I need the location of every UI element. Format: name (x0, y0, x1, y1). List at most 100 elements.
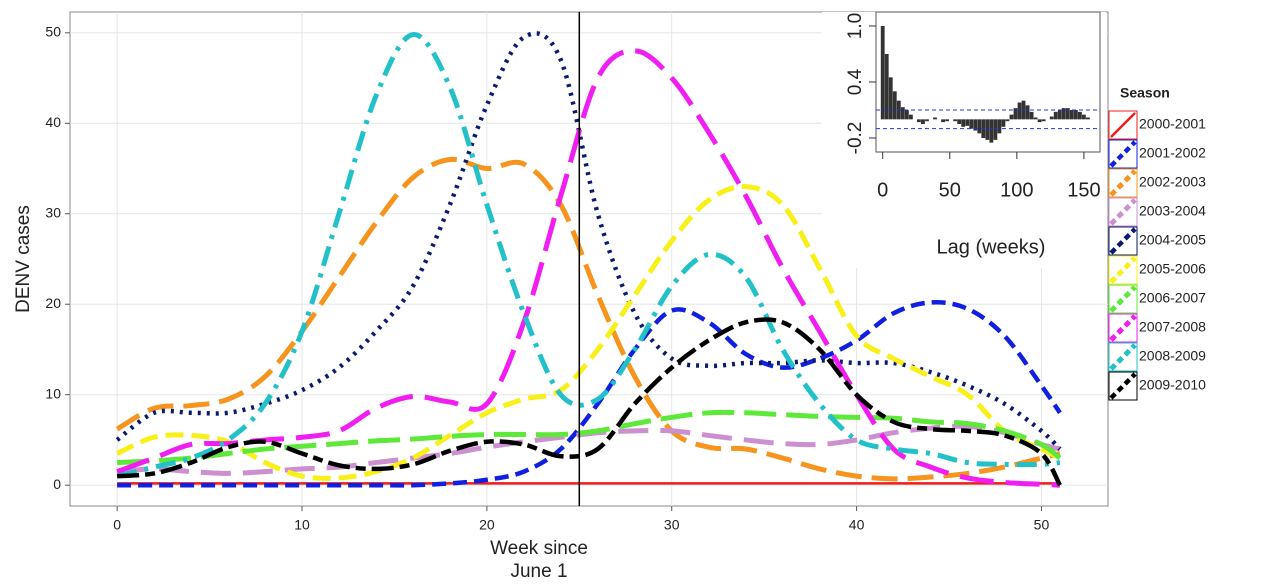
acf-bar (1029, 111, 1034, 120)
inset-x-tick-label: 50 (939, 179, 961, 201)
x-tick-label: 20 (479, 517, 495, 533)
acf-bar (997, 119, 1002, 134)
legend-swatch (1109, 169, 1137, 197)
legend-swatch (1109, 314, 1137, 342)
series-line (116, 32, 1061, 479)
legend-swatch (1109, 285, 1137, 313)
x-tick-label: 30 (664, 517, 680, 533)
y-tick-label: 0 (53, 476, 61, 492)
series-lines (115, 12, 1062, 506)
y-tick-label: 50 (45, 24, 61, 40)
legend-label: 2009-2010 (1139, 377, 1206, 393)
legend: Season 2000-2001 2001-2002 2002-2003 2003-20… (1108, 85, 1206, 401)
acf-bar (892, 91, 897, 120)
acf-bar (888, 77, 893, 120)
acf-bar (941, 119, 945, 123)
acf-bar (1061, 108, 1066, 120)
series-line (116, 317, 1062, 487)
acf-bar (1053, 111, 1058, 120)
acf-bar (953, 119, 958, 122)
acf-bar (1009, 114, 1014, 120)
legend-label: 2007-2008 (1139, 319, 1206, 335)
axes: 0 10 20 30 40 50 0 10 20 30 40 50 DENV cases Week sin… (13, 24, 1049, 583)
legend-label: 2000-2001 (1139, 116, 1206, 132)
acf-bar (945, 119, 950, 122)
acf-bar (1069, 110, 1074, 120)
acf-bar (908, 114, 913, 120)
acf-bar (1033, 117, 1038, 120)
series-line (115, 31, 1062, 451)
acf-bar (985, 119, 990, 140)
acf-bar (973, 119, 978, 131)
x-axis-title: Week since (490, 538, 588, 559)
acf-bar (1001, 119, 1006, 127)
inset-x-tick-label: 150 (1067, 179, 1100, 201)
legend-swatch (1109, 140, 1137, 168)
y-tick-label: 40 (45, 114, 61, 130)
series-line (116, 184, 1062, 481)
series-line (117, 409, 1062, 466)
inset-y-tick-label: -0.2 (845, 122, 866, 155)
acf-bar (925, 119, 929, 122)
legend-swatch (1109, 372, 1137, 400)
inset-y-tick-label: 1.0 (845, 13, 866, 39)
acf-bar (969, 119, 974, 129)
x-tick-label: 0 (113, 517, 121, 533)
series-line (117, 300, 1062, 488)
legend-label: 2005-2006 (1139, 261, 1206, 277)
acf-bar (884, 54, 889, 120)
acf-bar (957, 119, 962, 124)
acf-bar (1017, 102, 1022, 120)
inset-x-tick-label: 0 (877, 179, 888, 201)
acf-bar (989, 119, 994, 143)
acf-bar (993, 119, 998, 140)
legend-swatch (1109, 343, 1137, 371)
acf-bar (965, 119, 970, 126)
legend-title: Season (1120, 85, 1170, 101)
acf-bar (1065, 108, 1070, 120)
legend-swatch (1109, 256, 1137, 284)
acf-bar (1025, 105, 1030, 120)
legend-label: 2002-2003 (1139, 174, 1206, 190)
y-axis-title: DENV cases (13, 205, 34, 313)
acf-bar (1013, 108, 1018, 120)
acf-bar (1049, 116, 1054, 120)
legend-label: 2008-2009 (1139, 348, 1206, 364)
acf-bar (1037, 119, 1042, 123)
acf-bar (1086, 117, 1090, 120)
y-tick-label: 10 (45, 385, 61, 401)
x-axis-title: June 1 (510, 561, 567, 582)
legend-label: 2001-2002 (1139, 145, 1206, 161)
acf-bar (933, 117, 937, 120)
acf-bar (880, 26, 885, 120)
inset-x-tick-label: 100 (1000, 179, 1033, 201)
acf-bar (1041, 119, 1046, 122)
acf-bar (961, 119, 966, 127)
acf-bar (1057, 110, 1062, 120)
acf-bar (977, 119, 982, 134)
acf-bar (904, 110, 909, 120)
legend-label: 2003-2004 (1139, 203, 1206, 219)
legend-label: 2004-2005 (1139, 232, 1206, 248)
x-tick-label: 40 (849, 517, 865, 533)
acf-bar (917, 119, 921, 123)
acf-bar (1081, 114, 1086, 120)
acf-bar (1077, 111, 1082, 120)
y-tick-label: 30 (45, 204, 61, 220)
acf-bar (921, 119, 925, 124)
inset-y-tick-label: 0.4 (845, 68, 866, 95)
x-tick-label: 50 (1034, 517, 1050, 533)
inset-x-title: Lag (weeks) (937, 236, 1046, 258)
series-line (115, 156, 1061, 482)
legend-label: 2006-2007 (1139, 290, 1206, 306)
inset: 0 50 100 150 -0.2 0.4 1.0 Lag (weeks) (845, 11, 1101, 258)
legend-swatch (1110, 112, 1136, 138)
acf-bar (1005, 119, 1010, 122)
y-tick-label: 20 (45, 295, 61, 311)
legend-swatch (1109, 198, 1137, 226)
acf-bar (1073, 110, 1078, 120)
x-tick-label: 10 (294, 517, 310, 533)
legend-swatch (1109, 227, 1137, 255)
